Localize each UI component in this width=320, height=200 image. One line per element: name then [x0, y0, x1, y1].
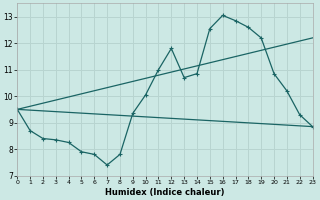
- X-axis label: Humidex (Indice chaleur): Humidex (Indice chaleur): [105, 188, 225, 197]
